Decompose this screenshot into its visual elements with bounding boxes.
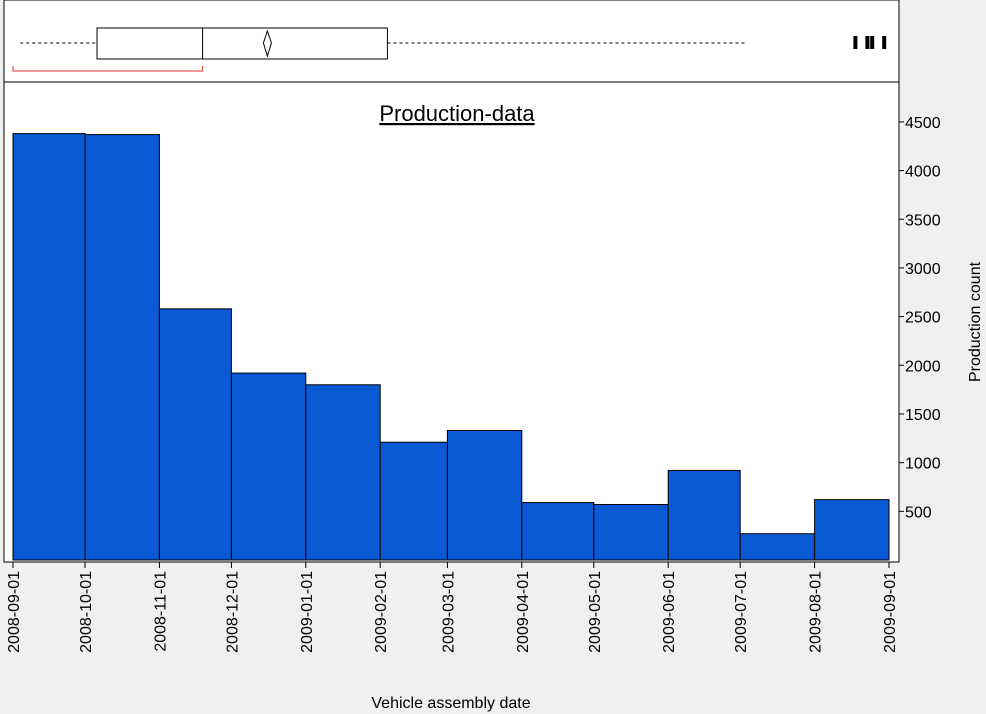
y-tick-label: 500 xyxy=(905,504,932,521)
x-tick-label: 2009-03-01 xyxy=(440,571,457,653)
outlier xyxy=(882,36,887,49)
bar xyxy=(12,133,86,561)
x-tick-label: 2008-11-01 xyxy=(152,571,169,652)
bar xyxy=(667,469,741,561)
bar xyxy=(521,502,595,561)
x-tick-label: 2009-01-01 xyxy=(299,571,316,653)
x-tick-label: 2008-09-01 xyxy=(6,571,23,653)
x-tick-label: 2009-08-01 xyxy=(808,571,825,653)
y-tick-label: 2000 xyxy=(905,358,941,375)
box xyxy=(96,27,388,60)
x-tick-label: 2009-02-01 xyxy=(373,571,390,653)
x-tick-label: 2009-04-01 xyxy=(515,571,532,653)
y-tick-label: 1500 xyxy=(905,407,941,424)
y-tick-label: 1000 xyxy=(905,456,941,473)
x-tick-label: 2009-05-01 xyxy=(587,571,604,653)
bar xyxy=(84,134,160,561)
bar xyxy=(446,430,523,561)
bar xyxy=(593,504,669,561)
y-tick-label: 3500 xyxy=(905,212,941,229)
bar xyxy=(814,499,890,561)
shortest-half xyxy=(12,66,204,72)
x-tick-label: 2008-12-01 xyxy=(224,571,241,653)
bar xyxy=(230,372,307,561)
bar xyxy=(379,441,448,561)
chart-title: Production-data xyxy=(379,101,535,126)
x-tick-label: 2009-07-01 xyxy=(733,571,750,653)
bar xyxy=(158,308,232,561)
bar xyxy=(305,384,381,561)
y-axis-label: Production count xyxy=(967,261,984,382)
x-tick-label: 2009-09-01 xyxy=(882,571,899,653)
x-tick-label: 2009-06-01 xyxy=(661,571,678,653)
bar xyxy=(739,533,816,561)
outlier xyxy=(853,36,858,49)
x-axis-label: Vehicle assembly date xyxy=(371,695,530,712)
mean-diamond xyxy=(262,29,272,58)
y-tick-label: 4000 xyxy=(905,164,941,181)
outlier xyxy=(865,36,870,49)
y-tick-label: 2500 xyxy=(905,310,941,327)
outlier xyxy=(870,36,875,49)
y-tick-label: 3000 xyxy=(905,261,941,278)
y-tick-label: 4500 xyxy=(905,115,941,132)
x-tick-label: 2008-10-01 xyxy=(78,571,95,653)
